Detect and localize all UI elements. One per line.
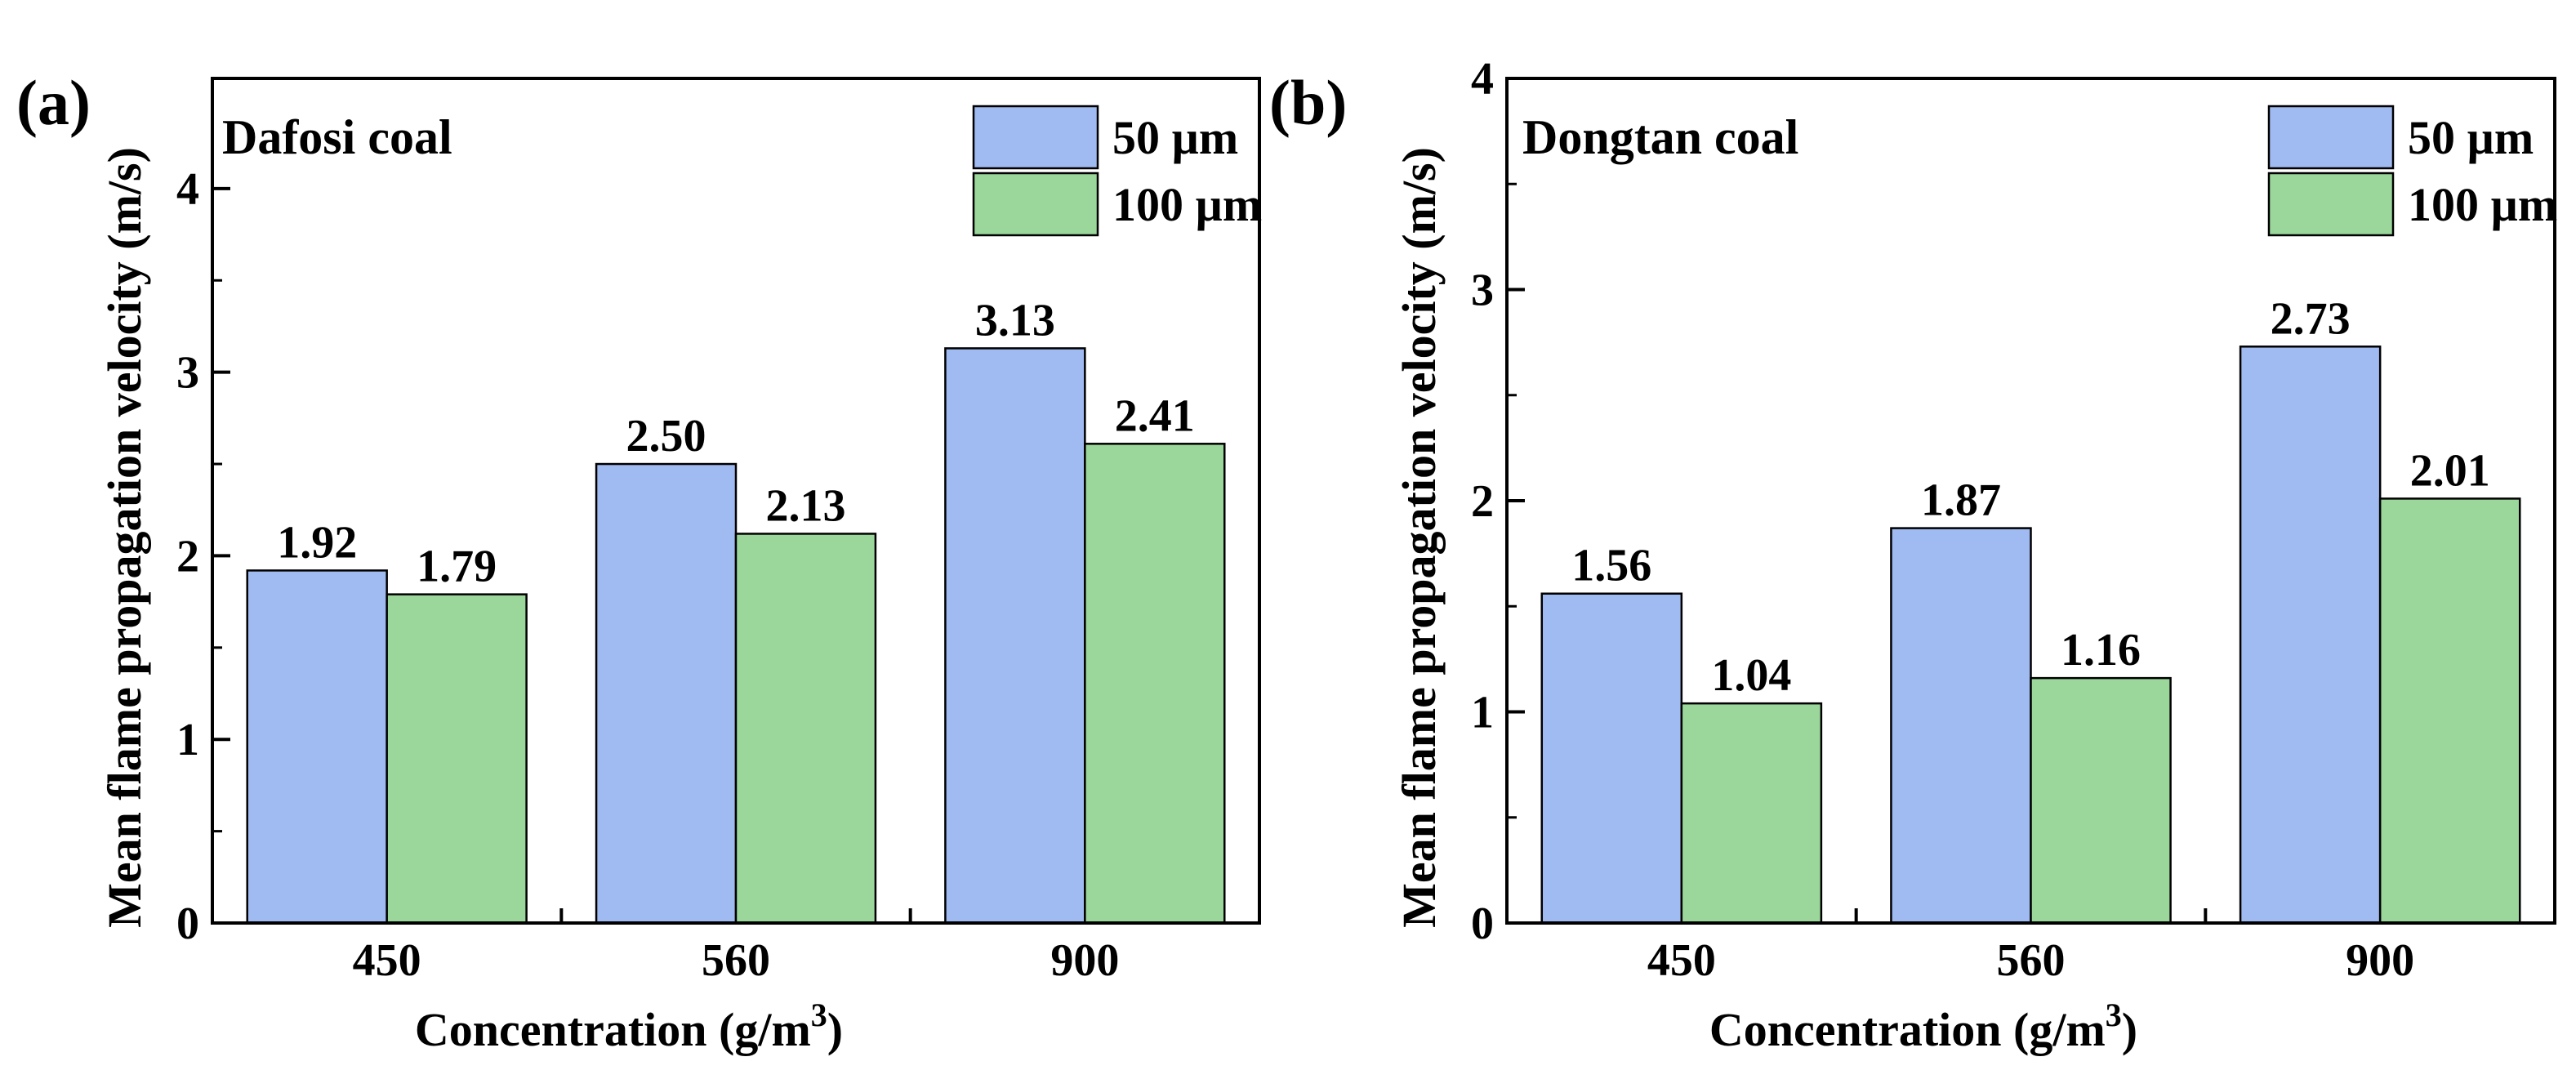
panel-b-bar-100m-900 [2378, 497, 2521, 925]
panel-a-y-tick-label: 3 [176, 348, 199, 399]
panel-a-y-axis-label: Mean flame propagation velocity (m/s) [98, 147, 151, 928]
panel-a-bar-50m-450 [246, 569, 388, 925]
panel-b-y-axis-label: Mean flame propagation velocity (m/s) [1393, 147, 1446, 928]
panel-b-x-tick-label: 450 [1647, 935, 1716, 986]
panel-a-legend-swatch-1 [972, 105, 1099, 170]
panel-a-data-label: 2.50 [626, 411, 706, 462]
panel-a-bar-50m-560 [595, 462, 738, 925]
panel-b-data-label: 1.56 [1571, 541, 1651, 591]
panel-a-plot: 1.92 1.79 2.50 2.13 3.13 2.41 0 1 2 3 4 450 560 900 50… [176, 77, 1262, 986]
panel-b-label: (b) [1269, 67, 1347, 138]
panel-b-bar-50m-560 [1890, 527, 2032, 925]
panel-a-bar-100m-450 [386, 593, 528, 925]
panel-b-y-tick-label: 4 [1471, 54, 1494, 105]
panel-a-data-label: 2.13 [765, 480, 845, 531]
panel-b-x-tick-label: 560 [1997, 935, 2066, 986]
panel-a-y-tick-label: 4 [176, 164, 199, 215]
panel-b-y-tick-label: 2 [1471, 476, 1494, 527]
panel-b-data-label: 1.16 [2061, 625, 2141, 676]
panel-b-legend-swatch-1 [2267, 105, 2395, 170]
panel-b-legend-label-1: 50 µm [2408, 111, 2534, 164]
panel-b-legend-label-2: 100 µm [2408, 178, 2557, 231]
panel-b: (b) Dongtan coal Mean flame propagation … [1269, 54, 2557, 1056]
panel-a-y-tick-label: 2 [176, 531, 199, 582]
panel-b-data-label: 2.73 [2271, 293, 2351, 344]
panel-a-legend-label-2: 100 µm [1112, 178, 1262, 231]
panel-b-y-tick-label: 3 [1471, 265, 1494, 316]
panel-b-y-tick-label: 1 [1471, 688, 1494, 738]
panel-a-label: (a) [16, 67, 91, 138]
panel-a-x-tick-label: 900 [1050, 935, 1119, 986]
panel-a-data-label: 3.13 [975, 295, 1055, 346]
panel-a-data-label: 1.79 [417, 542, 497, 592]
panel-b-title: Dongtan coal [1522, 110, 1798, 164]
panel-a-x-tick-label: 450 [353, 935, 421, 986]
panel-a-x-tick-label: 560 [702, 935, 770, 986]
panel-a-title: Dafosi coal [222, 110, 452, 164]
panel-b-plot: 1.56 1.04 1.87 1.16 2.73 2.01 0 1 2 3 4 450 560 900 50… [1471, 54, 2557, 986]
panel-a-y-tick-label: 0 [176, 898, 199, 949]
panel-b-bar-100m-450 [1680, 702, 1823, 925]
panel-a: (a) Dafosi coal Mean flame propagation v… [16, 67, 1262, 1056]
panel-b-x-tick-label: 900 [2346, 935, 2414, 986]
panel-a-y-tick-label: 1 [176, 715, 199, 765]
panel-b-y-tick-label: 0 [1471, 898, 1494, 949]
panel-b-bar-100m-560 [2030, 676, 2172, 925]
panel-a-data-label: 2.41 [1115, 390, 1195, 441]
panel-b-x-axis-label: Concentration (g/m3) [1709, 997, 2137, 1056]
panel-a-data-label: 1.92 [277, 517, 357, 568]
panel-b-bar-50m-450 [1540, 592, 1683, 925]
panel-a-bar-100m-900 [1084, 443, 1226, 925]
panel-a-bar-50m-900 [944, 347, 1086, 925]
panel-b-data-label: 1.04 [1711, 650, 1791, 701]
panel-b-data-label: 1.87 [1921, 475, 2001, 526]
panel-b-bar-50m-900 [2239, 346, 2382, 925]
panel-a-bar-100m-560 [734, 533, 877, 925]
panel-a-axes-frame [211, 77, 1261, 925]
panel-b-legend-swatch-2 [2267, 172, 2395, 237]
panel-b-data-label: 2.01 [2410, 445, 2490, 496]
panel-a-legend-swatch-2 [972, 172, 1099, 237]
panel-a-legend-label-1: 50 µm [1112, 111, 1238, 164]
panel-a-x-axis-label: Concentration (g/m3) [415, 997, 843, 1056]
